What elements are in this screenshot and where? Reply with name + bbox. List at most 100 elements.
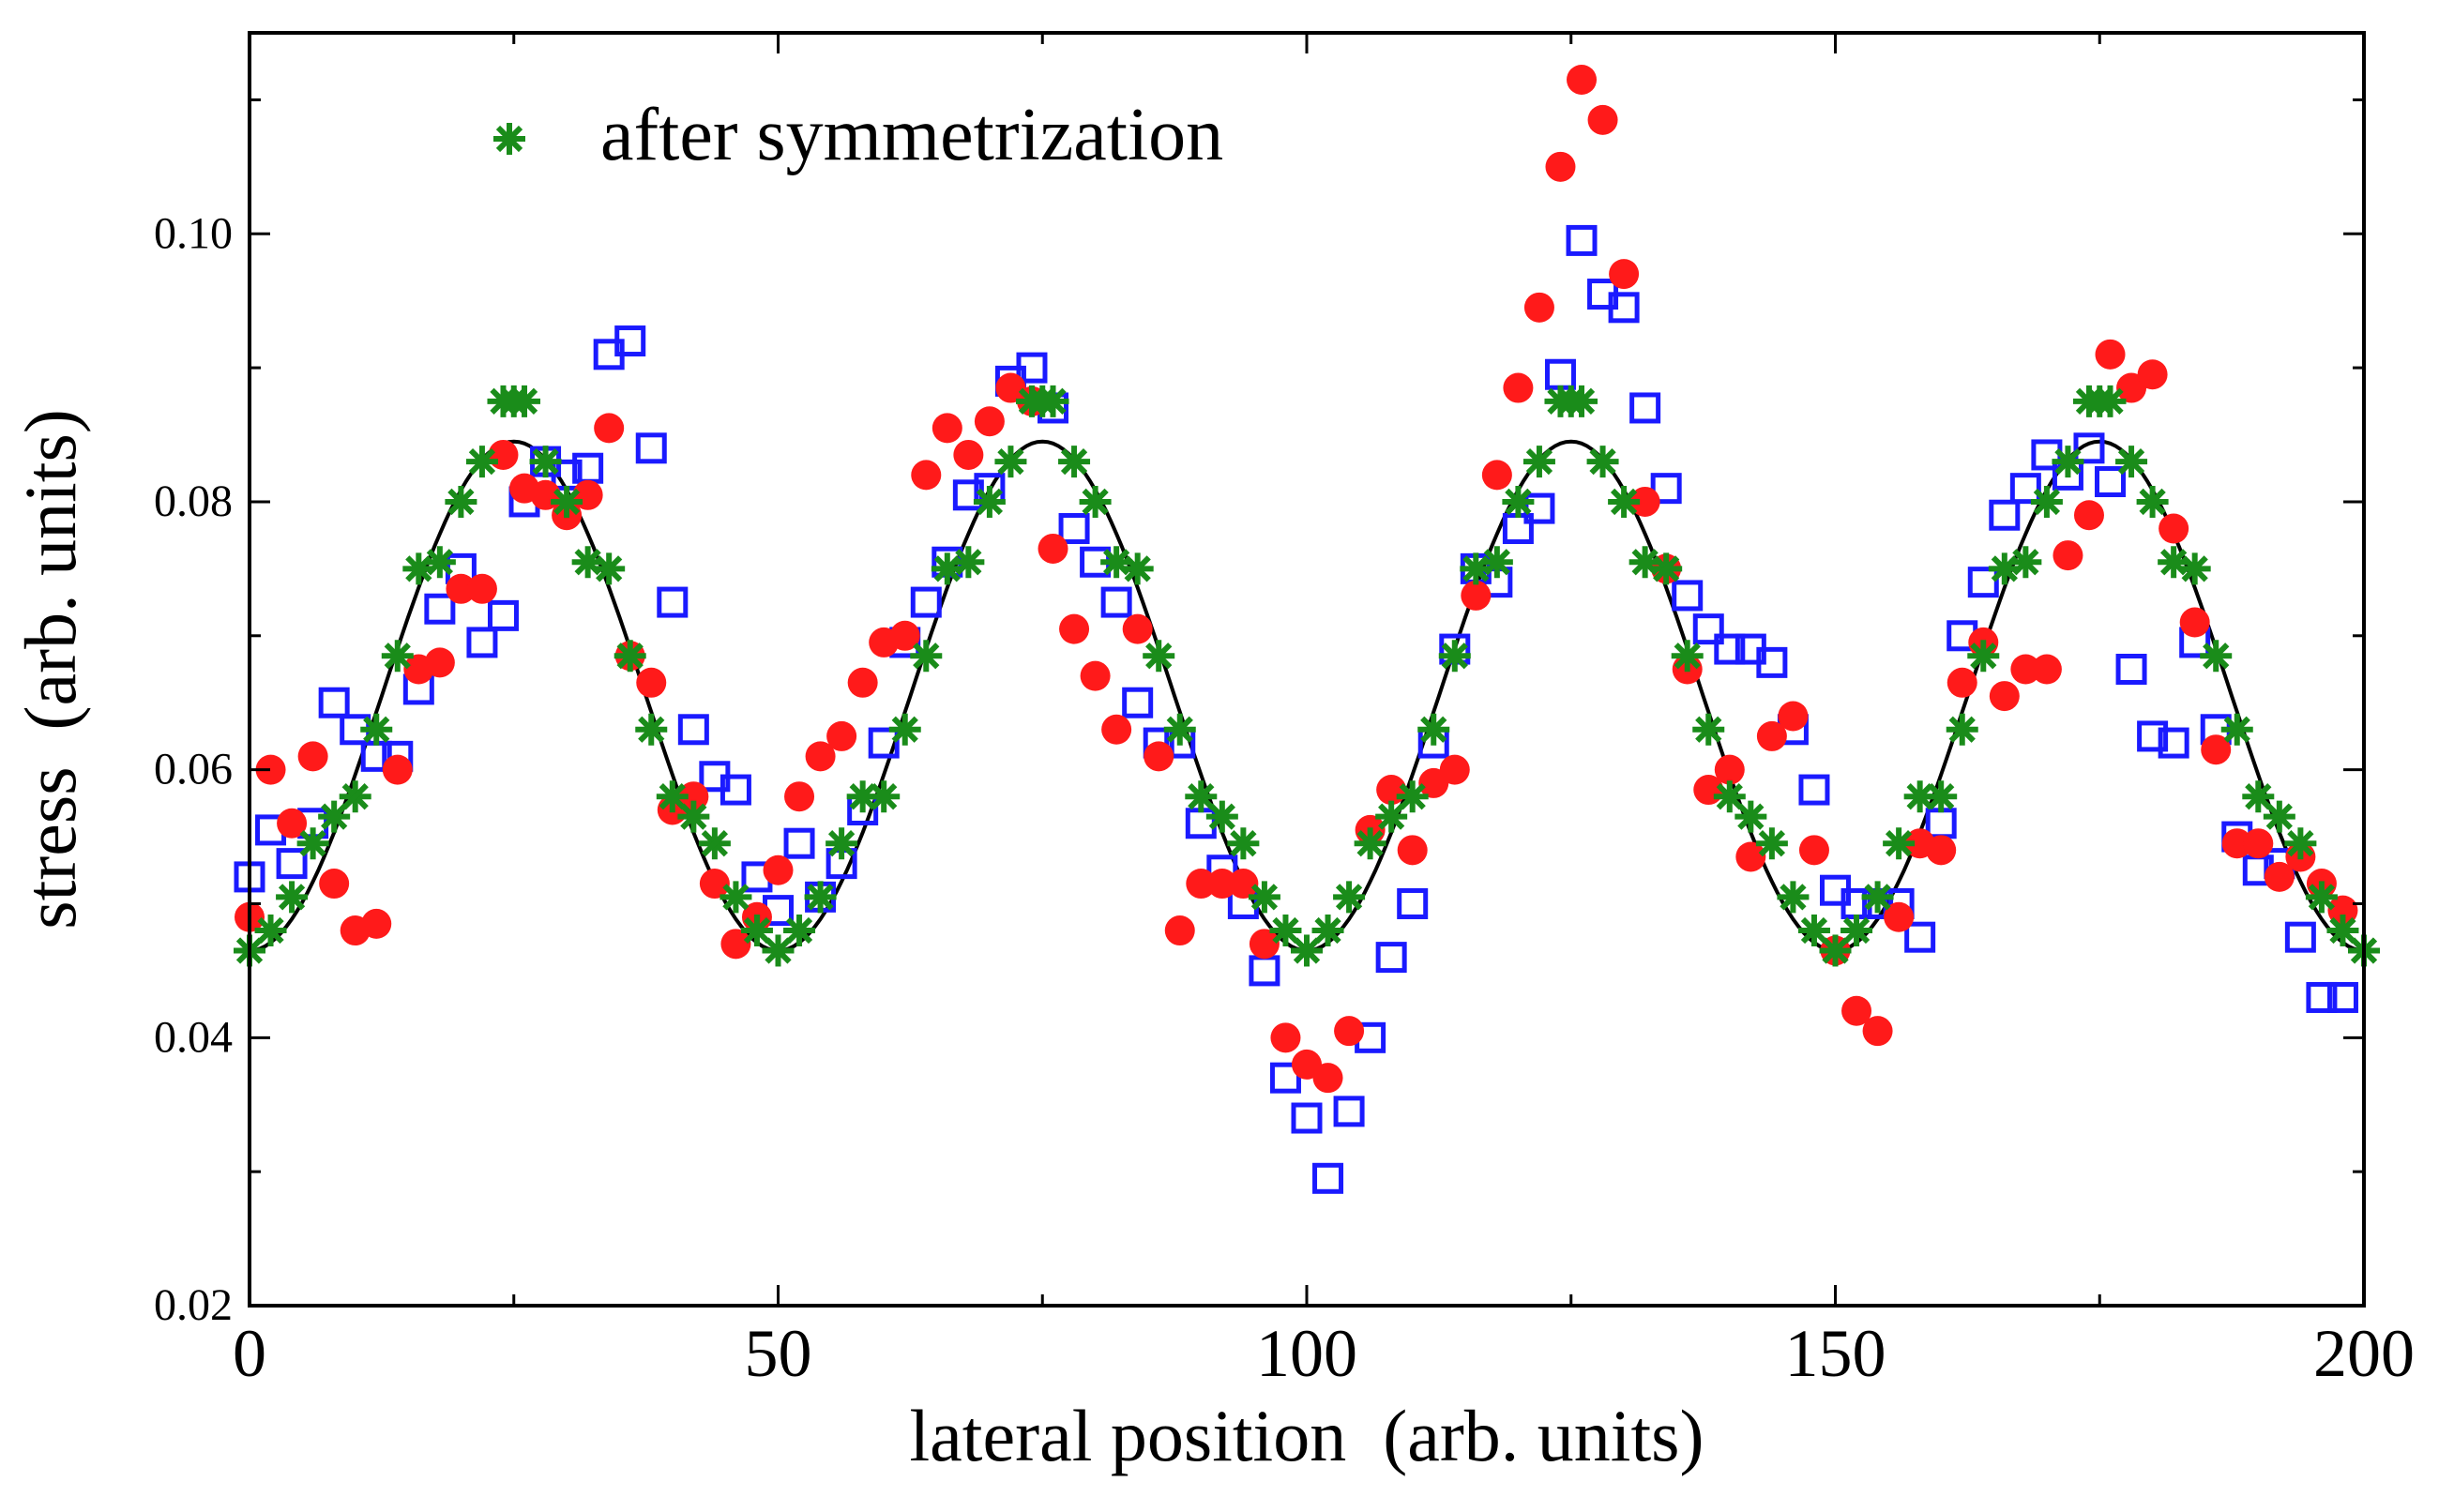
circle-point: [1334, 1016, 1365, 1047]
star-point: [402, 552, 435, 585]
circle-point: [361, 908, 392, 939]
circle-point: [319, 869, 350, 900]
star-stroke: [532, 447, 559, 476]
star-point: [1755, 827, 1788, 860]
star-point: [2030, 485, 2063, 518]
star-stroke: [447, 488, 475, 516]
star-stroke: [1188, 783, 1215, 810]
circle-point: [889, 620, 920, 651]
circle-point: [1164, 915, 1195, 946]
square-point: [720, 774, 751, 806]
star-stroke: [827, 830, 856, 857]
star-point: [1269, 915, 1302, 947]
star-point: [508, 385, 541, 417]
square-point: [2095, 466, 2127, 498]
square-point: [2115, 654, 2147, 685]
square-point: [466, 627, 498, 658]
circle-point: [2327, 895, 2358, 926]
star-stroke: [1399, 783, 1426, 810]
star-point: [846, 780, 879, 813]
circle-point: [2137, 359, 2168, 390]
square-point: [1672, 580, 1704, 612]
square-point: [635, 432, 667, 464]
star-point: [656, 780, 689, 813]
y-axis-title: stress (arb. units): [9, 409, 91, 930]
star-stroke: [1145, 643, 1173, 670]
circle-point: [1884, 901, 1915, 932]
star-stroke: [553, 488, 581, 516]
circle-point: [1926, 835, 1957, 866]
circle-point: [2201, 734, 2232, 765]
star-stroke: [1970, 643, 1997, 670]
x-tick-label: 0: [233, 1316, 266, 1391]
star-stroke: [722, 884, 750, 911]
star-stroke: [363, 716, 390, 743]
square-point: [2158, 727, 2189, 759]
circle-point: [1629, 486, 1660, 517]
star-stroke: [891, 716, 918, 743]
star-point: [1734, 800, 1767, 833]
star-stroke: [2033, 488, 2061, 516]
star-point: [2305, 881, 2338, 914]
circle-point: [2243, 828, 2274, 859]
star-point: [1671, 640, 1704, 673]
star-stroke: [1082, 488, 1109, 516]
star-point: [973, 485, 1006, 518]
circle-point: [1461, 580, 1492, 611]
legend: after symmetrization: [493, 94, 1223, 176]
star-point: [2052, 446, 2084, 478]
circle-point: [255, 754, 286, 785]
star-stroke: [2012, 549, 2039, 576]
star-point: [1502, 485, 1535, 518]
circle-point: [1947, 667, 1977, 698]
star-stroke: [1800, 916, 1828, 945]
star-stroke: [1737, 803, 1765, 830]
circle-point: [826, 720, 857, 751]
star-point: [698, 827, 731, 860]
star-stroke: [1272, 916, 1299, 945]
star-point: [2009, 546, 2042, 579]
star-point: [551, 485, 583, 518]
star-stroke: [1505, 488, 1532, 516]
star-point: [1650, 552, 1683, 585]
star-point: [994, 446, 1027, 478]
star-stroke: [638, 716, 665, 743]
star-point: [1396, 780, 1429, 813]
star-point: [254, 915, 287, 947]
circle-point: [1144, 741, 1174, 772]
star-stroke: [426, 549, 454, 576]
star-point: [445, 485, 477, 518]
y-tick-label: 0.06: [154, 745, 233, 794]
star-stroke: [1610, 488, 1638, 516]
square-point: [1122, 687, 1154, 718]
square-point: [614, 325, 646, 357]
square-point: [2326, 981, 2358, 1013]
star-stroke: [807, 884, 834, 911]
star-stroke: [1589, 447, 1616, 476]
y-tick-label: 0.02: [154, 1280, 233, 1330]
circle-point: [1778, 701, 1809, 732]
star-stroke: [1695, 716, 1722, 743]
circle-point: [594, 413, 625, 444]
star-point: [888, 713, 921, 746]
star-stroke: [1568, 387, 1596, 415]
star-point: [1333, 881, 1366, 914]
star-stroke: [1039, 387, 1067, 415]
square-point: [1312, 1162, 1344, 1194]
square-point: [424, 593, 456, 625]
square-point: [276, 848, 308, 880]
square-point: [1756, 646, 1788, 678]
star-point: [339, 780, 371, 813]
star-point: [593, 552, 626, 585]
circle-point: [446, 573, 477, 604]
circle-point: [784, 781, 815, 812]
star-point: [1354, 827, 1386, 860]
star-point: [2136, 485, 2169, 518]
circle-point: [1038, 533, 1068, 564]
square-point: [1544, 358, 1576, 390]
star-point: [2094, 385, 2127, 417]
star-point: [677, 800, 710, 833]
star-stroke: [1906, 783, 1933, 810]
star-stroke: [495, 125, 523, 153]
circle-point: [1080, 660, 1111, 691]
